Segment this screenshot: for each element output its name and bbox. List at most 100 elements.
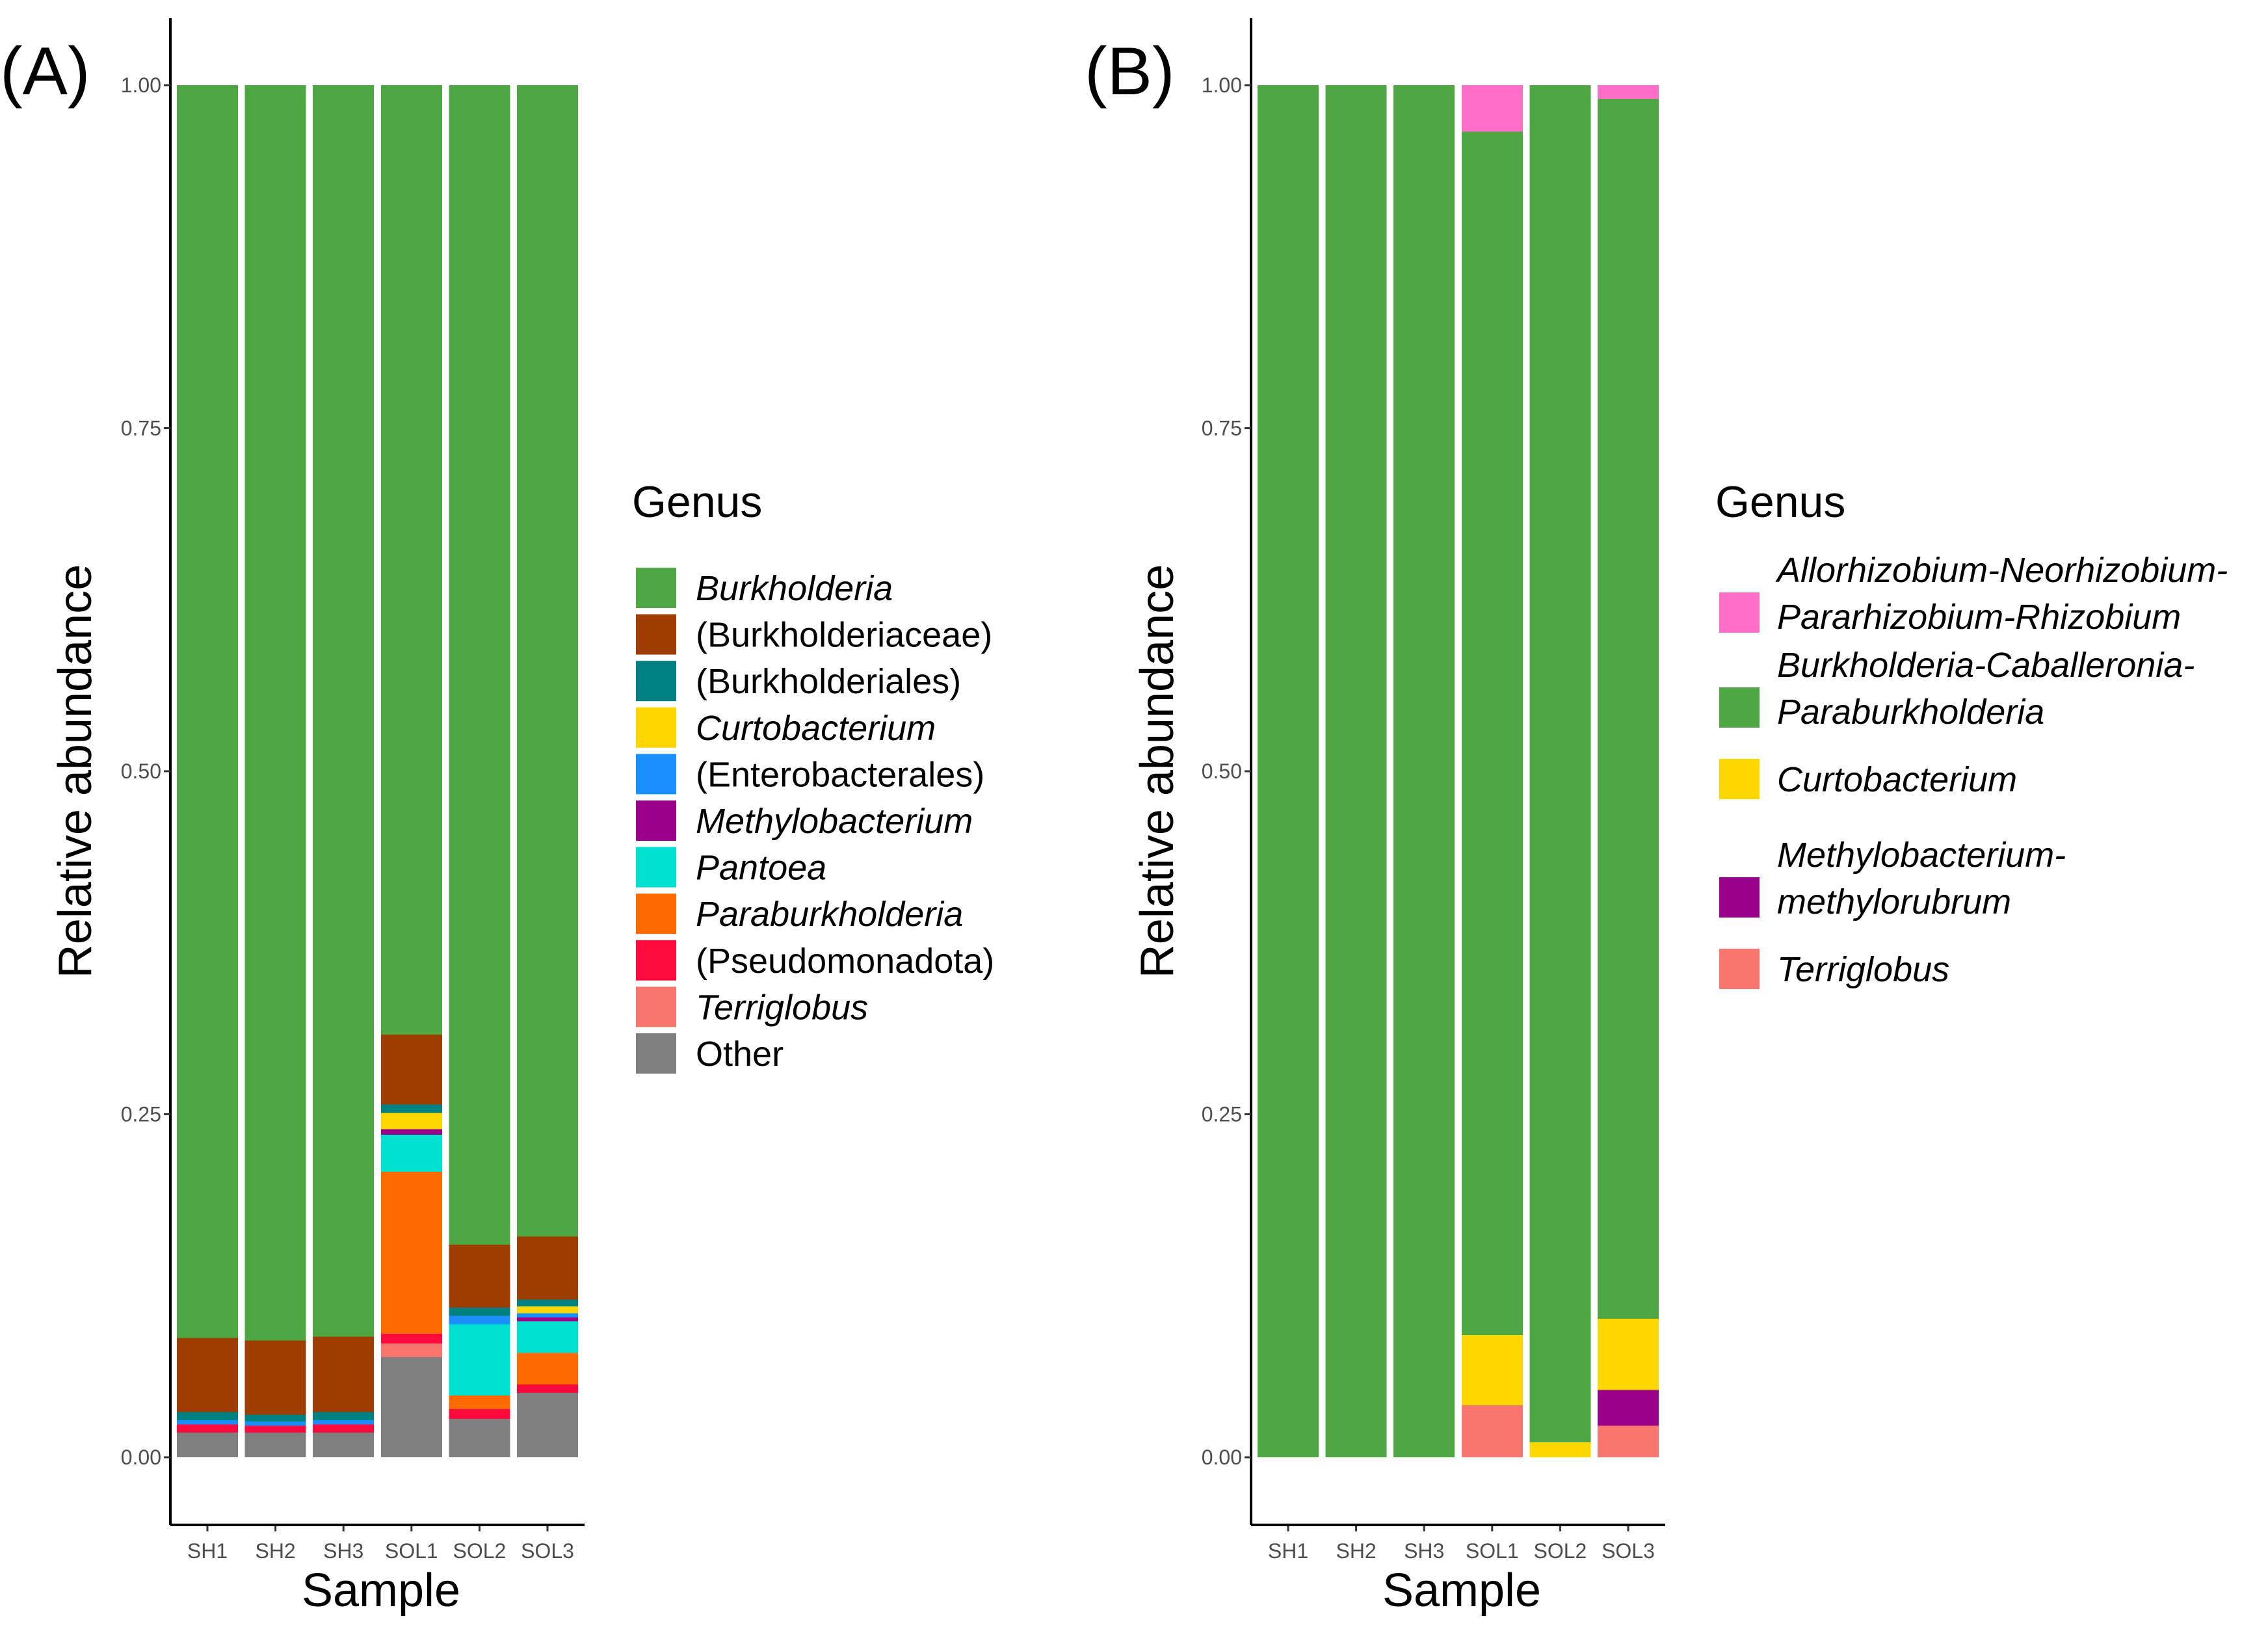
legend-label: Pararhizobium-Rhizobium <box>1777 598 2181 637</box>
panel-label: (B) <box>1085 34 1175 109</box>
legend-label: Paraburkholderia <box>1777 693 2044 732</box>
bar-segment <box>313 1336 375 1412</box>
legend-swatch <box>636 614 676 655</box>
bar-segment <box>1598 1390 1659 1426</box>
legend-label: (Burkholderiaceae) <box>696 616 992 655</box>
legend-item: Paraburkholderia <box>636 893 963 934</box>
bar-segment <box>1529 85 1591 1442</box>
legend: Genus Burkholderia (Burkholderiaceae) (Burk… <box>632 477 994 1074</box>
bar-segment <box>517 1321 578 1353</box>
chart-panel-a: (A) SH1 SH2 SH3 SOL1 SOL2 SOL3 0.00 0.25 0.50 0.75… <box>0 18 994 1617</box>
bar-segment <box>313 1424 375 1433</box>
legend-swatch <box>1719 949 1760 989</box>
legend-label: Other <box>696 1035 784 1074</box>
bar-segment <box>380 1104 442 1113</box>
bar-segment <box>1598 85 1659 99</box>
bar-segment <box>517 1236 578 1300</box>
bar-segment <box>244 1433 306 1457</box>
legend-label: Pantoea <box>696 849 826 888</box>
y-tick-label: 1.00 <box>121 73 161 97</box>
bar-segment <box>380 1129 442 1135</box>
bar-segment <box>1598 1318 1659 1390</box>
legend-item: Pantoea <box>636 847 826 888</box>
x-tick-label: SOL3 <box>1602 1539 1655 1563</box>
legend-label: Burkholderia <box>696 569 893 608</box>
y-tick-label: 0.50 <box>1202 760 1242 783</box>
x-tick-label: SOL1 <box>1466 1539 1519 1563</box>
legend-swatch <box>1719 687 1760 728</box>
legend-swatch <box>636 800 676 841</box>
bar-segment <box>1461 1335 1523 1405</box>
bar-segment <box>244 1422 306 1426</box>
legend-item: Methylobacterium-methylorubrum <box>1719 836 2066 921</box>
legend-label: Methylobacterium- <box>1777 836 2066 875</box>
bar-segment <box>380 1113 442 1130</box>
legend-label: methylorubrum <box>1777 882 2011 921</box>
legend-swatch <box>636 986 676 1027</box>
bar-segment <box>380 1135 442 1172</box>
legend-item: (Burkholderiales) <box>636 661 961 702</box>
bar-segment <box>380 85 442 1035</box>
bar-segment <box>517 1392 578 1457</box>
bar-segment <box>1325 85 1387 1457</box>
legend-item: Burkholderia-Caballeronia- Paraburkholder… <box>1719 646 2195 732</box>
bar-segment <box>517 1299 578 1306</box>
x-tick-label: SOL2 <box>1533 1539 1587 1563</box>
bar-segment <box>1393 85 1455 1457</box>
legend-label: Terriglobus <box>1777 950 1949 989</box>
bar-segment <box>244 1414 306 1422</box>
bar-segment <box>1258 85 1319 1457</box>
legend-swatch <box>1719 592 1760 633</box>
bar-segment <box>517 85 578 1237</box>
y-axis-title: Relative abundance <box>49 564 101 978</box>
bar-segment <box>177 1412 238 1421</box>
bar-segment <box>517 1317 578 1322</box>
bar-segment <box>313 85 375 1337</box>
x-tick-label: SH3 <box>1404 1539 1444 1563</box>
legend-item: Curtobacterium <box>636 707 936 748</box>
y-tick-label: 0.00 <box>1202 1446 1242 1469</box>
bar-segment <box>517 1306 578 1314</box>
legend-item: Burkholderia <box>636 568 893 608</box>
legend-item: (Pseudomonadota) <box>636 940 994 981</box>
y-axis-title: Relative abundance <box>1131 564 1183 978</box>
bar-segment <box>517 1353 578 1385</box>
bar-segment <box>177 1424 238 1433</box>
bar-segment <box>177 1338 238 1412</box>
y-tick-label: 0.75 <box>121 417 161 440</box>
x-tick-label: SH2 <box>1336 1539 1376 1563</box>
bar-segment <box>517 1313 578 1317</box>
bar-segment <box>244 1425 306 1433</box>
legend-swatch <box>636 754 676 795</box>
legend-label: Terriglobus <box>696 988 868 1027</box>
bar-segment <box>449 1324 510 1396</box>
legend-item: Terriglobus <box>1719 949 1949 989</box>
bar-segment <box>177 1420 238 1425</box>
legend-swatch <box>1719 877 1760 918</box>
bar-segment <box>244 1340 306 1415</box>
x-tick-label: SH3 <box>323 1539 363 1563</box>
legend-label: (Burkholderiales) <box>696 662 961 701</box>
bar-segment <box>1598 1425 1659 1457</box>
bar-segment <box>449 1418 510 1457</box>
bar-segment <box>1598 99 1659 1319</box>
x-tick-label: SOL3 <box>521 1539 574 1563</box>
bar-segment <box>449 85 510 1245</box>
legend-swatch <box>636 707 676 748</box>
bar-segment <box>380 1035 442 1105</box>
legend-swatch <box>1719 759 1760 799</box>
legend: Genus Allorhizobium-Neorhizobium- Pararhiz… <box>1715 477 2228 989</box>
legend-item: Methylobacterium <box>636 800 973 841</box>
bar-segment <box>449 1396 510 1410</box>
legend-swatch <box>636 661 676 702</box>
y-tick-label: 0.25 <box>121 1103 161 1126</box>
bar-segment <box>313 1433 375 1457</box>
y-tick-label: 0.75 <box>1202 417 1242 440</box>
y-tick-label: 0.00 <box>121 1446 161 1469</box>
legend-label: Allorhizobium-Neorhizobium- <box>1775 551 2228 590</box>
bar-segment <box>380 1356 442 1457</box>
bar-segment <box>449 1316 510 1325</box>
bar-segment <box>380 1172 442 1334</box>
legend-label: (Pseudomonadota) <box>696 942 994 981</box>
